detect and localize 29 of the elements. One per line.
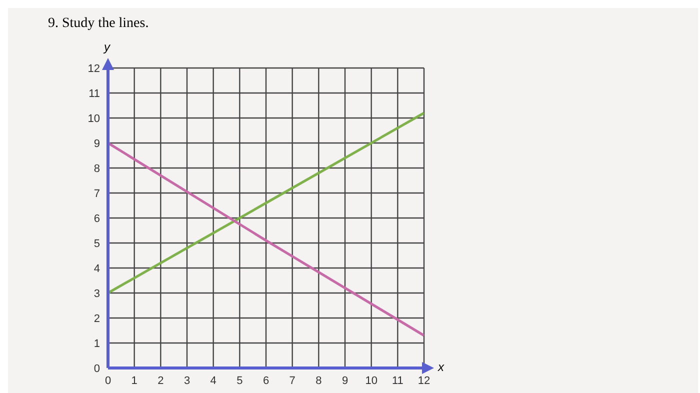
y-tick-label: 2 bbox=[94, 312, 100, 325]
y-tick-label: 10 bbox=[88, 112, 100, 125]
y-tick-label: 6 bbox=[94, 212, 100, 225]
x-tick-label: 2 bbox=[158, 374, 164, 387]
x-tick-label: 7 bbox=[289, 374, 296, 387]
x-axis-title: x bbox=[438, 360, 444, 374]
x-tick-label: 1 bbox=[131, 374, 138, 387]
x-tick-label: 6 bbox=[262, 374, 270, 387]
y-tick-label: 8 bbox=[94, 162, 100, 175]
y-tick-label: 3 bbox=[94, 288, 100, 300]
x-tick-label: 5 bbox=[236, 374, 243, 387]
y-tick-label: 5 bbox=[94, 238, 100, 250]
y-tick-label: 11 bbox=[88, 88, 100, 100]
x-tick-label: 12 bbox=[418, 374, 430, 387]
x-tick-label: 10 bbox=[365, 374, 378, 387]
x-tick-label: 4 bbox=[210, 374, 216, 387]
y-tick-label: 7 bbox=[94, 188, 100, 200]
x-tick-label: 8 bbox=[316, 374, 322, 387]
y-axis-title: y bbox=[104, 40, 110, 54]
chart-title: 9. Study the lines. bbox=[48, 16, 149, 32]
x-tick-label: 9 bbox=[342, 374, 348, 387]
y-tick-label: 1 bbox=[94, 338, 100, 350]
x-tick-label: 3 bbox=[184, 374, 190, 387]
x-tick-label: 11 bbox=[392, 374, 404, 387]
y-tick-label: 4 bbox=[94, 262, 100, 275]
y-tick-label: 9 bbox=[94, 138, 100, 150]
x-tick-label: 0 bbox=[104, 374, 112, 387]
y-tick-label: 12 bbox=[88, 62, 100, 75]
y-tick-label: 0 bbox=[94, 362, 100, 375]
